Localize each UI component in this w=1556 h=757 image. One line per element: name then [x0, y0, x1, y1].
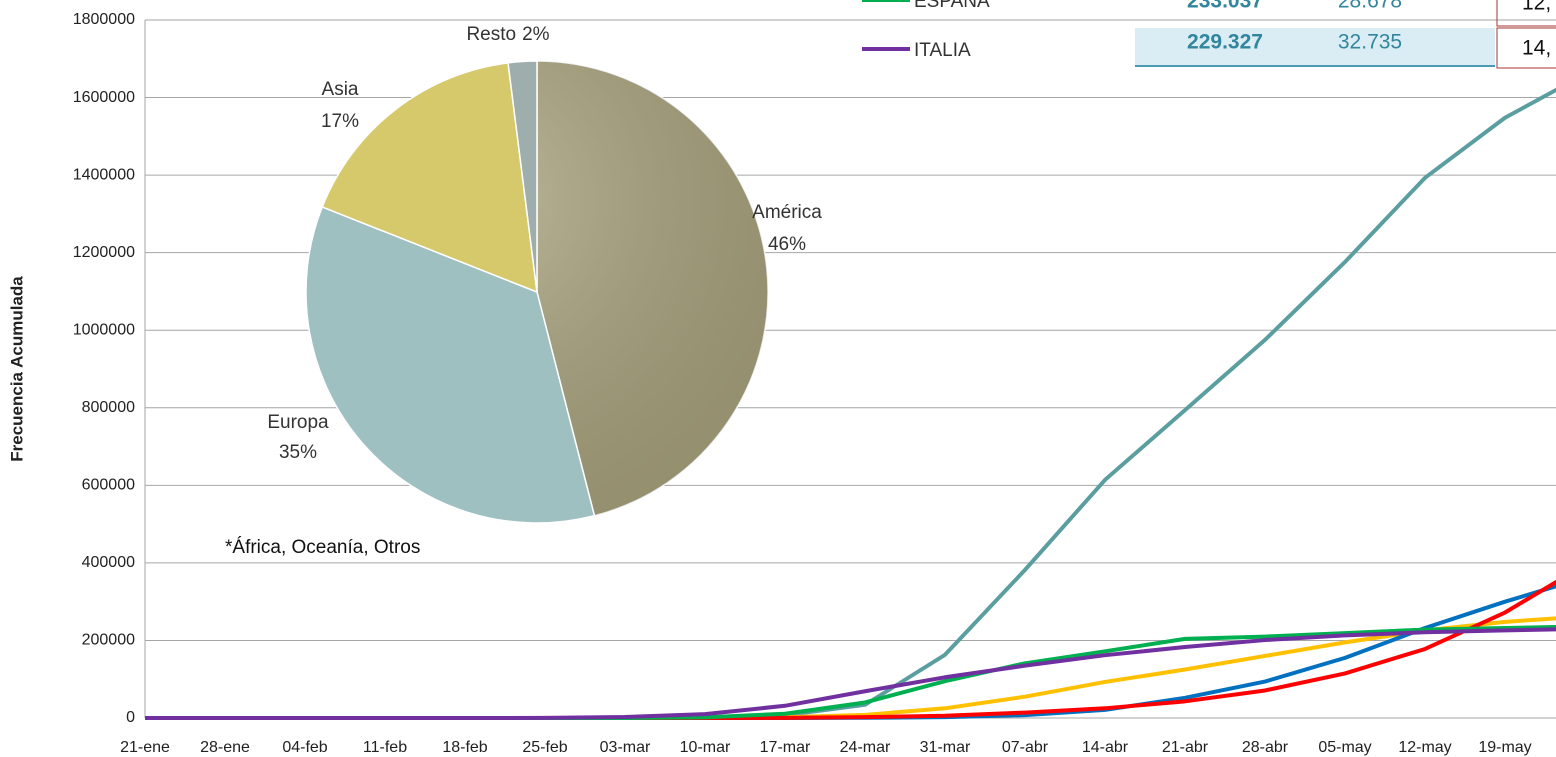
table-cell-text: 233.037 [1187, 0, 1263, 13]
x-tick-label: 07-abr [1002, 739, 1049, 756]
x-tick-label: 04-feb [282, 739, 327, 756]
x-tick-label: 21-abr [1162, 739, 1209, 756]
x-tick-label: 21-ene [120, 739, 170, 756]
lines [145, 87, 1556, 720]
x-tick-label: 24-mar [840, 739, 891, 756]
y-tick-label: 200000 [82, 632, 135, 649]
y-tick-label: 1800000 [73, 11, 135, 28]
table-row-bg [1135, 28, 1495, 66]
y-tick-label: 400000 [82, 554, 135, 571]
x-tick-label: 28-ene [200, 739, 250, 756]
annotation: *África, Oceanía, Otros [225, 537, 420, 558]
series-line [145, 584, 1556, 720]
table: 233.037 28.678 12, 229.327 32.735 14, [1135, 0, 1556, 69]
pie-label-group: Resto 2% [466, 24, 549, 45]
series-line [145, 627, 1556, 720]
pie-slice [305, 205, 596, 524]
x-tick-label: 05-may [1318, 739, 1371, 756]
y-tick-label: 1600000 [73, 89, 135, 106]
x-tick-label: 18-feb [442, 739, 487, 756]
x-tick-label: 25-feb [522, 739, 567, 756]
x-tick-label: 17-mar [760, 739, 811, 756]
y-tick-label: 800000 [82, 399, 135, 416]
legend: ESPAÑA ITALIA [862, 0, 990, 61]
pie-slice [507, 60, 538, 293]
x-tick-label: 03-mar [600, 739, 651, 756]
x-tick-label: 19-may [1478, 739, 1531, 756]
y-tick-label: 1000000 [73, 321, 135, 338]
pie-value-label: 46% [768, 234, 806, 255]
y-tick-label: 1400000 [73, 166, 135, 183]
y-axis-label: Frecuencia Acumulada [7, 276, 26, 462]
legend-label: ESPAÑA [914, 0, 990, 12]
pie-slice [321, 61, 538, 294]
pie-label: Europa [267, 412, 329, 433]
y-tick-label: 0 [126, 709, 135, 726]
table-cell-text: 12, [1522, 0, 1551, 15]
pie-value-label: 17% [321, 111, 359, 132]
y-tick-label: 1200000 [73, 244, 135, 261]
x-tick-label: 11-feb [363, 739, 407, 756]
pie-value-label: 35% [279, 442, 317, 463]
table-cell-text: 229.327 [1187, 31, 1263, 54]
x-tick-label: 28-abr [1242, 739, 1289, 756]
table-cell [1496, 27, 1556, 69]
x-tick-label: 12-may [1398, 739, 1451, 756]
x-tick-label: 10-mar [680, 739, 731, 756]
table-cell [1496, 0, 1556, 27]
x-tick-label: 31-mar [920, 739, 971, 756]
pie-value-label: 2% [522, 24, 550, 45]
y-tick-label: 600000 [82, 477, 135, 494]
table-cell-text: 32.735 [1338, 31, 1402, 54]
x-tick-label: 14-abr [1082, 739, 1129, 756]
pie: América 46% Europa 35% Asia 17% Resto 2% [267, 24, 822, 524]
pie-label: América [752, 202, 822, 223]
table-cell-text: 28.678 [1338, 0, 1402, 13]
pie-label: Resto [466, 24, 516, 45]
legend-label: ITALIA [914, 40, 971, 61]
pie-label: Asia [322, 79, 359, 100]
table-cell-text: 14, [1522, 37, 1551, 60]
